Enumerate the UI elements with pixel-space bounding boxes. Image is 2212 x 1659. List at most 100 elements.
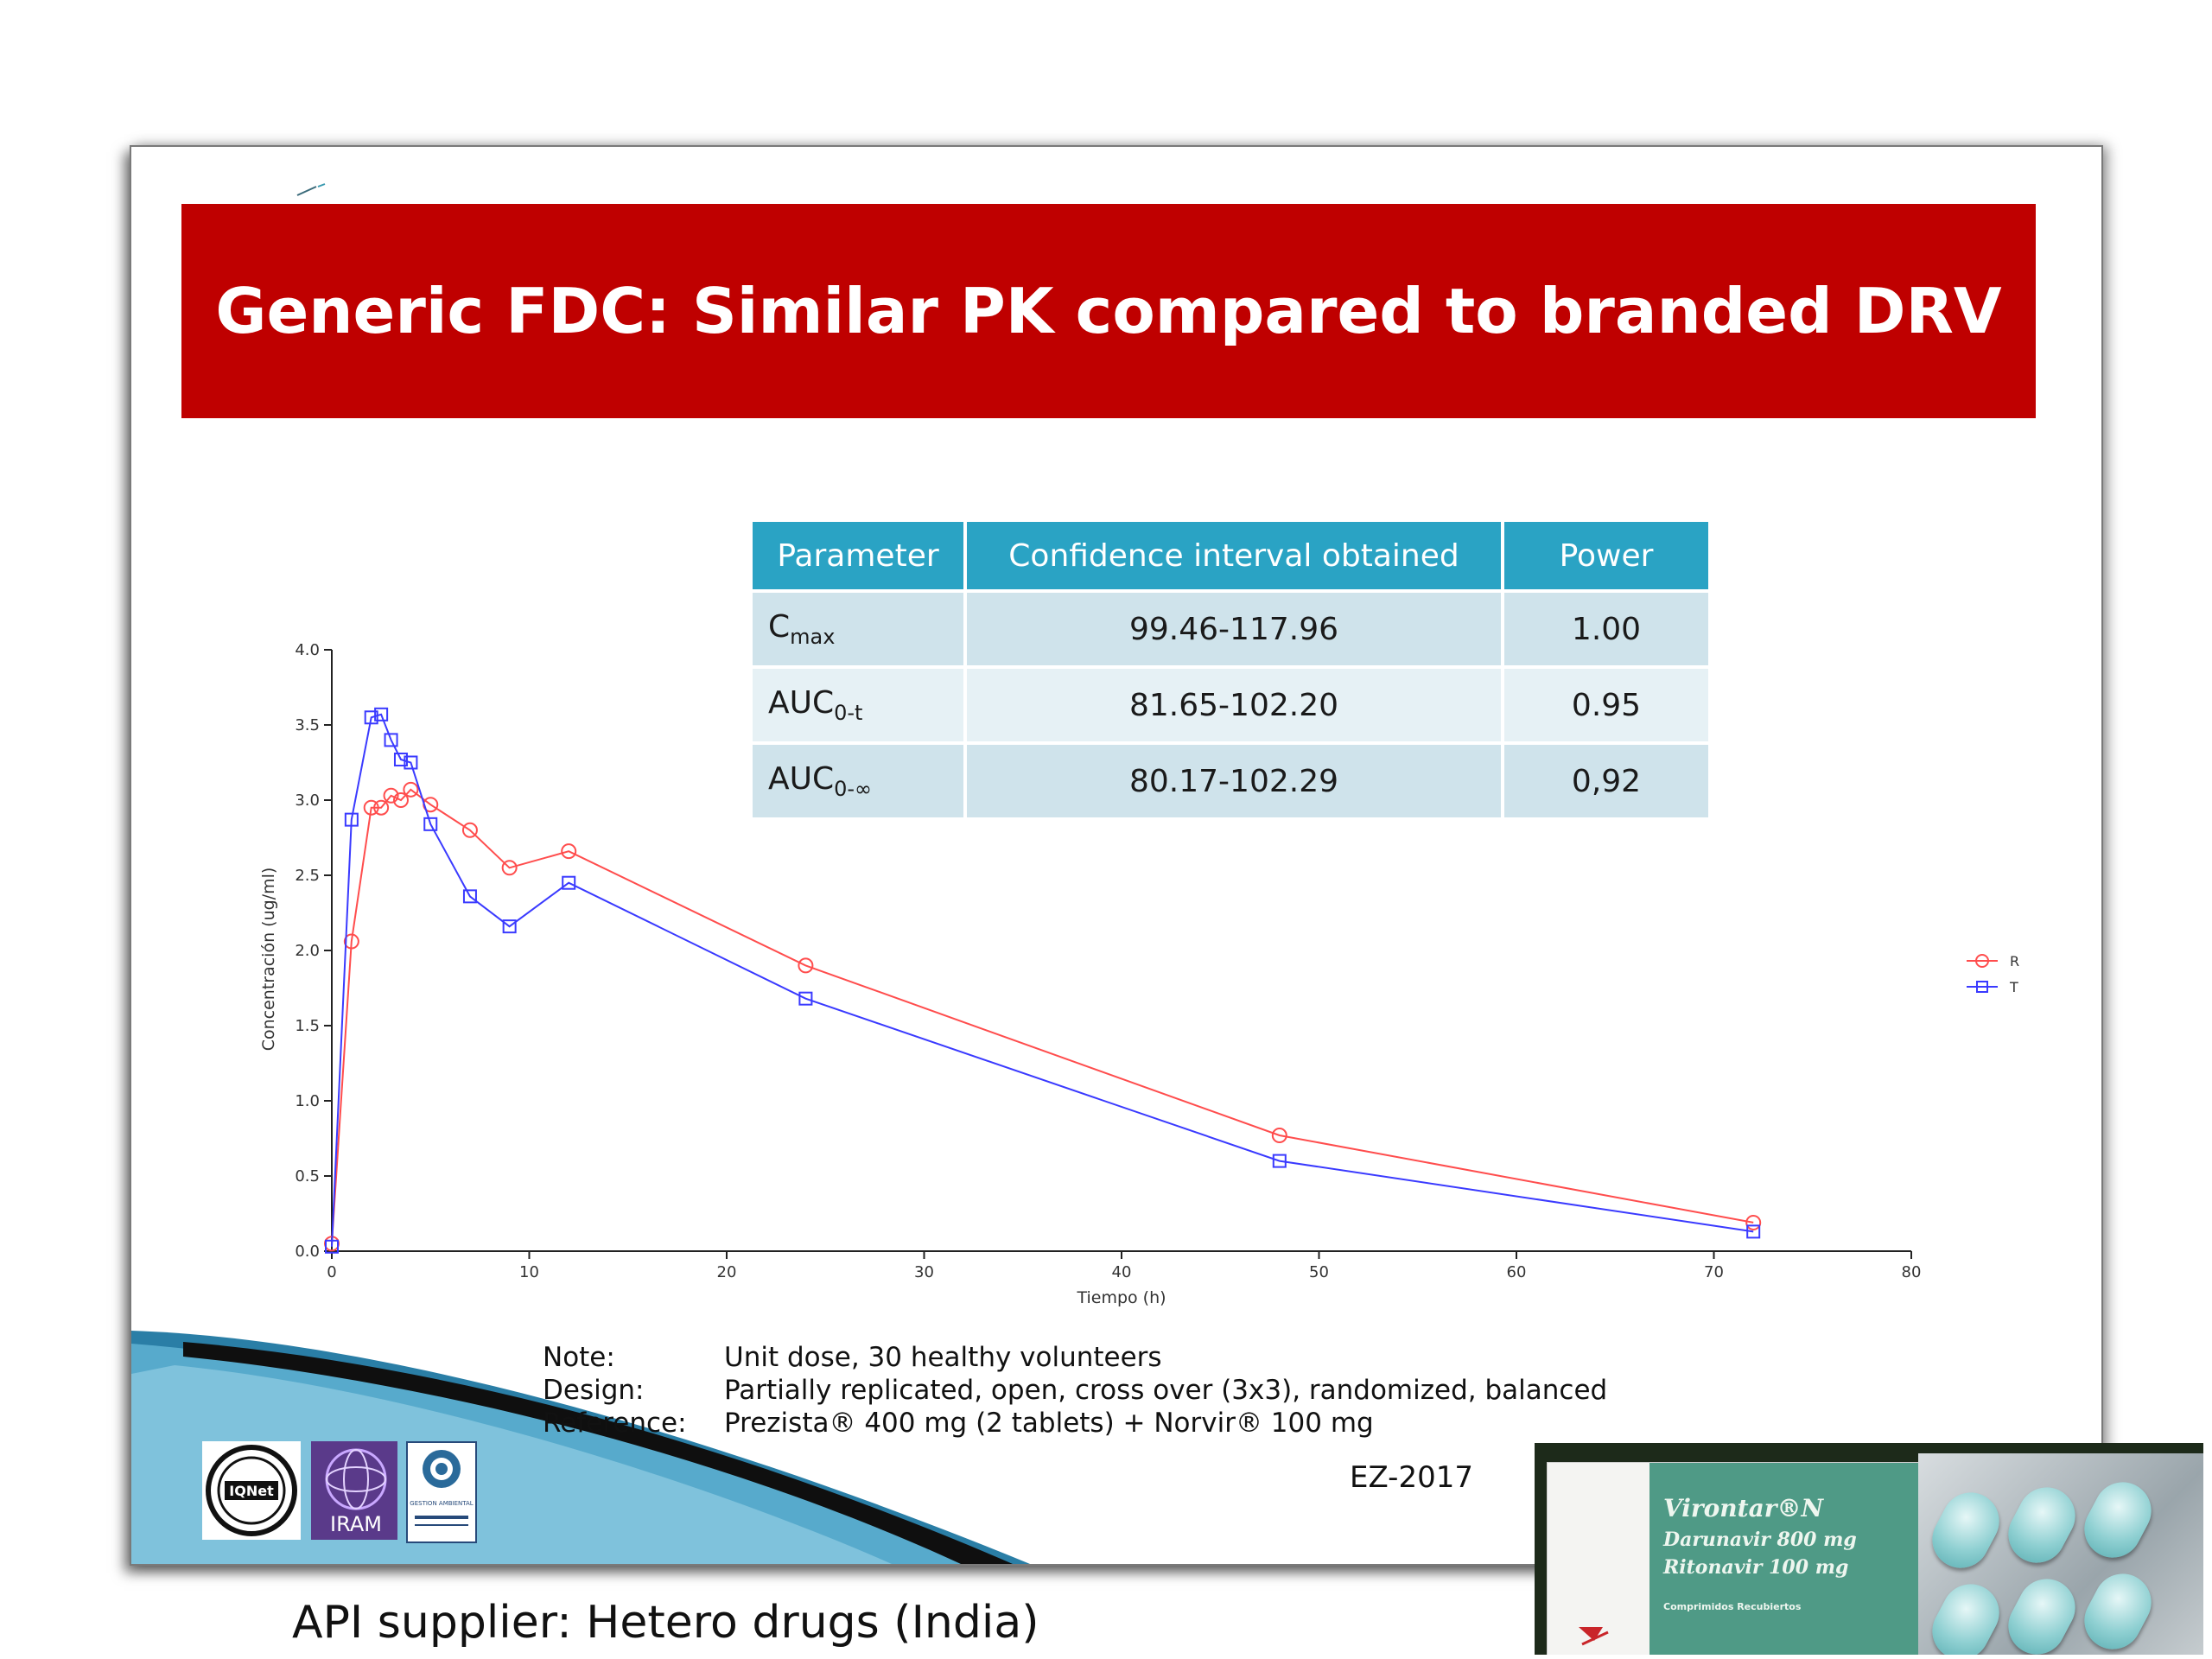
data-point-R — [561, 843, 577, 860]
legend-label-T: T — [2009, 979, 2018, 995]
header-power: Power — [1501, 518, 1712, 593]
data-point-T — [423, 817, 438, 831]
table-header-row: Parameter Confidence interval obtained P… — [749, 518, 1712, 593]
legend-marker-T — [1976, 981, 1988, 993]
x-tick-label: 40 — [1112, 1263, 1132, 1281]
data-point-R — [343, 933, 359, 950]
legend-marker-R — [1975, 954, 1989, 968]
note-value: Partially replicated, open, cross over (… — [724, 1375, 1608, 1406]
power-cell: 0.95 — [1501, 665, 1712, 745]
table-row: AUC0-∞ 80.17-102.29 0,92 — [749, 741, 1712, 821]
data-point-T — [562, 875, 576, 890]
table-row: Cmax 99.46-117.96 1.00 — [749, 589, 1712, 669]
header-confidence-interval: Confidence interval obtained — [963, 518, 1504, 593]
table-row: AUC0-t 81.65-102.20 0.95 — [749, 665, 1712, 745]
study-notes: Note: Unit dose, 30 healthy volunteers De… — [543, 1341, 1607, 1440]
product-photo: Virontar®N Darunavir 800 mg Ritonavir 10… — [1535, 1443, 2203, 1655]
header-parameter: Parameter — [749, 518, 967, 593]
api-supplier-caption: API supplier: Hetero drugs (India) — [292, 1597, 1039, 1649]
parameter-table: Parameter Confidence interval obtained P… — [749, 518, 1712, 821]
gestion-logo-text: GESTION AMBIENTAL — [410, 1500, 473, 1507]
param-main: AUC — [768, 760, 835, 797]
data-point-T — [462, 889, 477, 904]
note-value: Prezista® 400 mg (2 tablets) + Norvir® 1… — [724, 1408, 1374, 1439]
data-point-R — [798, 957, 814, 974]
data-point-R — [392, 792, 409, 808]
param-cell: AUC0-t — [749, 665, 967, 745]
x-tick-label: 10 — [519, 1263, 539, 1281]
product-line-3: Comprimidos Recubiertos — [1663, 1601, 1802, 1612]
x-tick-label: 60 — [1507, 1263, 1527, 1281]
x-tick-label: 20 — [717, 1263, 737, 1281]
y-tick-label: 1.5 — [295, 1017, 320, 1035]
legend-label-R: R — [2010, 953, 2019, 969]
tablet — [1922, 1573, 2010, 1655]
tablet — [1922, 1482, 2010, 1579]
product-line-2: Ritonavir 100 mg — [1663, 1556, 1849, 1579]
note-key: Note: — [543, 1342, 615, 1373]
series-line-T — [331, 713, 1754, 1247]
iqnet-logo: IQNet — [202, 1441, 301, 1540]
x-axis-label: Tiempo (h) — [1076, 1288, 1166, 1307]
data-point-T — [798, 991, 813, 1006]
x-tick-label: 0 — [327, 1263, 336, 1281]
note-row: Note: Unit dose, 30 healthy volunteers — [543, 1341, 1607, 1374]
ci-cell: 81.65-102.20 — [963, 665, 1504, 745]
data-point-R — [363, 799, 379, 816]
data-point-R — [1271, 1128, 1287, 1144]
param-main: AUC — [768, 684, 835, 721]
iram-logo: IRAM — [311, 1441, 397, 1540]
tablet — [2074, 1563, 2162, 1655]
y-tick-label: 1.0 — [295, 1092, 320, 1110]
param-cell: AUC0-∞ — [749, 741, 967, 821]
param-sub: 0-t — [834, 701, 863, 726]
param-main: C — [768, 608, 791, 645]
x-tick-label: 70 — [1704, 1263, 1724, 1281]
power-cell: 1.00 — [1501, 589, 1712, 669]
param-sub: 0-∞ — [834, 777, 873, 802]
data-point-R — [1745, 1214, 1762, 1230]
data-point-R — [373, 799, 390, 816]
iqnet-logo-text: IQNet — [229, 1483, 274, 1499]
y-tick-label: 4.0 — [295, 641, 320, 659]
y-tick-label: 0.5 — [295, 1167, 320, 1185]
tablet — [1998, 1477, 2086, 1573]
data-point-T — [374, 707, 389, 721]
note-key: Design: — [543, 1375, 645, 1406]
y-tick-label: 2.5 — [295, 867, 320, 885]
y-axis-label: Concentración (ug/ml) — [259, 868, 278, 1052]
data-point-T — [344, 812, 359, 827]
tablet — [1998, 1568, 2086, 1655]
data-point-T — [364, 710, 378, 725]
data-point-T — [325, 1239, 339, 1254]
data-point-R — [403, 781, 419, 798]
y-tick-label: 3.0 — [295, 791, 320, 810]
ci-cell: 99.46-117.96 — [963, 589, 1504, 669]
tablet — [2074, 1471, 2162, 1568]
product-box: Virontar®N Darunavir 800 mg Ritonavir 10… — [1547, 1462, 1946, 1655]
x-tick-label: 80 — [1902, 1263, 1922, 1281]
x-tick-label: 30 — [914, 1263, 934, 1281]
corner-mark — [296, 183, 326, 196]
power-cell: 0,92 — [1501, 741, 1712, 821]
note-row: Design: Partially replicated, open, cross… — [543, 1374, 1607, 1407]
gestion-ambiental-logo: GESTION AMBIENTAL — [406, 1441, 477, 1543]
data-point-T — [404, 755, 418, 770]
note-value: Unit dose, 30 healthy volunteers — [724, 1342, 1162, 1373]
slide-title: Generic FDC: Similar PK compared to bran… — [181, 204, 2036, 418]
param-sub: max — [790, 625, 836, 650]
iram-logo-text: IRAM — [330, 1512, 382, 1536]
data-point-T — [1272, 1154, 1287, 1168]
pk-concentration-chart: 0 10 20 30 40 50 60 70 80 0.0 0.5 1.0 1.5 2.0 2.5 3.0 3.… — [259, 641, 2019, 1307]
param-cell: Cmax — [749, 589, 967, 669]
y-tick-label: 2.0 — [295, 942, 320, 960]
y-tick-label: 3.5 — [295, 716, 320, 734]
x-tick-label: 50 — [1309, 1263, 1329, 1281]
data-point-T — [502, 919, 517, 934]
credit-label: EZ-2017 — [1350, 1460, 1473, 1495]
ci-cell: 80.17-102.29 — [963, 741, 1504, 821]
data-point-T — [393, 753, 408, 767]
series-line-R — [331, 788, 1754, 1244]
data-point-R — [461, 822, 478, 838]
y-tick-label: 0.0 — [295, 1243, 320, 1261]
